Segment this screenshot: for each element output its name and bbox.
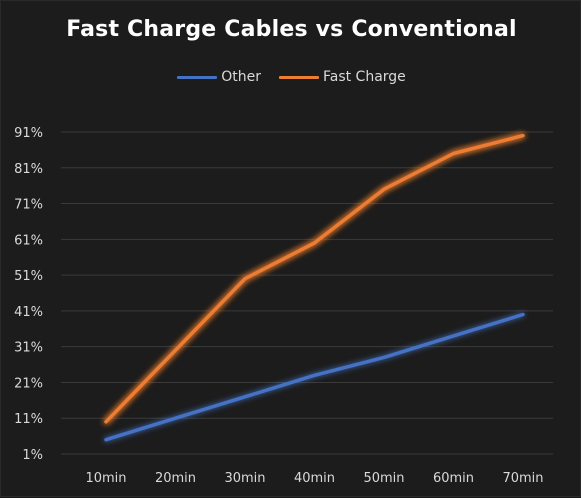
x-tick-label: 40min: [294, 471, 335, 486]
legend-swatch-fast-charge: [278, 75, 319, 79]
x-tick-label: 30min: [224, 471, 265, 486]
x-tick-label: 20min: [155, 471, 196, 486]
legend-swatch-other: [177, 75, 218, 79]
x-axis-ticks: 10min 20min 30min 40min 50min 60min 70min: [85, 471, 543, 486]
chart-title: Fast Charge Cables vs Conventional: [66, 17, 517, 42]
y-tick-label: 31%: [14, 341, 43, 356]
y-tick-label: 91%: [14, 126, 43, 141]
series-line-other: [104, 312, 525, 442]
y-tick-label: 21%: [14, 376, 43, 391]
legend-item-other: Other: [177, 69, 261, 85]
chart-legend: Other Fast Charge: [1, 69, 581, 85]
y-axis-ticks: 1% 11% 21% 31% 41% 51% 61% 71% 81% 91%: [14, 126, 43, 463]
grid-lines: [61, 131, 553, 455]
y-tick-label: 81%: [14, 162, 43, 177]
x-tick-label: 50min: [363, 471, 404, 486]
x-tick-label: 70min: [502, 471, 543, 486]
series-line-fast-charge: [104, 133, 525, 424]
x-tick-label: 10min: [85, 471, 126, 486]
y-tick-label: 1%: [22, 448, 43, 463]
series-lines: [104, 133, 525, 442]
y-tick-label: 61%: [14, 233, 43, 248]
legend-label-other: Other: [221, 69, 261, 85]
x-tick-label: 60min: [433, 471, 474, 486]
y-tick-label: 51%: [14, 269, 43, 284]
y-tick-label: 11%: [14, 412, 43, 427]
legend-item-fast-charge: Fast Charge: [278, 69, 406, 85]
y-tick-label: 71%: [14, 198, 43, 213]
y-tick-label: 41%: [14, 305, 43, 320]
legend-label-fast-charge: Fast Charge: [322, 69, 406, 85]
